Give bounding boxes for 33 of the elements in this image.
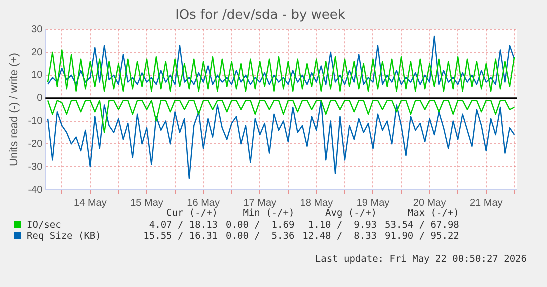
text: 12.48 / 8.33 (302, 231, 378, 242)
y-axis-title: Units read (-) / write (+) (8, 53, 21, 166)
x-tick-label: 19 May (356, 198, 390, 209)
chart-title: IOs for /dev/sda - by week (176, 8, 346, 24)
text: 15.55 / 16.31 (142, 231, 220, 242)
text: Min (-/+) (242, 208, 296, 220)
y-tick-label: 20 (32, 47, 44, 58)
x-tick-label: 16 May (187, 198, 220, 209)
text: Last update: Fri May 22 00:50:27 2026 (315, 254, 527, 265)
text: 91.90 / 95.22 (384, 231, 460, 242)
y-tick-label: -20 (28, 138, 44, 150)
text: 4.07 / 18.13 (148, 220, 220, 231)
x-tick-label: 21 May (470, 198, 503, 209)
y-tick-label: 30 (32, 24, 44, 36)
text: 0.00 / 1.69 (225, 220, 296, 231)
y-tick-label: -30 (28, 162, 44, 173)
text: Avg (-/+) (324, 208, 378, 220)
legend-label: Req Size (KB) (26, 231, 102, 242)
x-tick-label: 14 May (74, 198, 107, 209)
y-tick-label: -40 (28, 184, 44, 196)
y-tick-label: 0 (37, 93, 44, 104)
text: 53.54 / 67.98 (384, 220, 460, 231)
y-tick-label: 10 (32, 70, 44, 82)
x-tick-label: 17 May (244, 198, 277, 209)
text: Max (-/+) (406, 208, 460, 220)
text: 0.00 / 5.36 (225, 231, 296, 242)
x-tick-label: 20 May (413, 198, 446, 209)
x-tick-label: 18 May (300, 198, 334, 209)
legend-label: IO/sec (26, 220, 62, 231)
text: Cur (-/+) (166, 208, 218, 220)
x-tick-label: 15 May (130, 198, 164, 209)
y-tick-label: -10 (28, 116, 44, 128)
text: 1.10 / 9.93 (307, 220, 378, 231)
